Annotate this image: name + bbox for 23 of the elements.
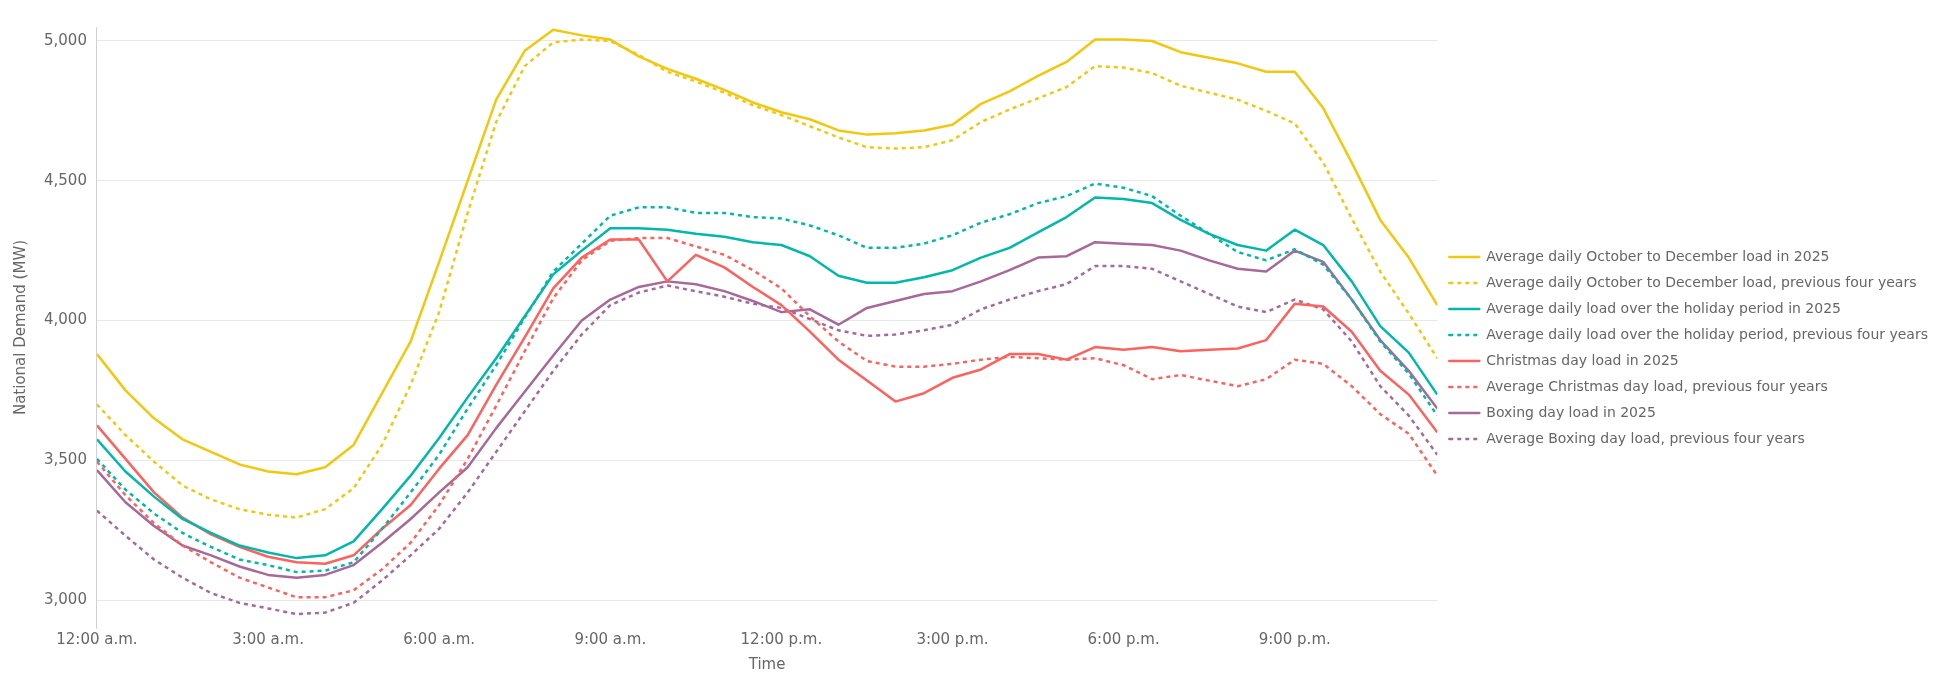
x-tick-label: 12:00 p.m. <box>740 629 823 648</box>
y-axis-title: National Demand (MW) <box>10 239 29 416</box>
y-tick-label: 3,000 <box>43 589 87 608</box>
x-axis-title: Time <box>747 654 786 673</box>
x-tick-label: 9:00 a.m. <box>574 629 647 648</box>
x-tick-label: 6:00 a.m. <box>403 629 476 648</box>
legend-label: Average Christmas day load, previous four years <box>1486 377 1828 394</box>
legend-label: Average daily October to December load in 2025 <box>1486 247 1830 264</box>
legend-label: Average daily October to December load, previous four years <box>1486 273 1917 290</box>
legend-label: Boxing day load in 2025 <box>1486 403 1656 420</box>
legend-label: Average daily load over the holiday period in 2025 <box>1486 299 1841 316</box>
y-tick-label: 4,500 <box>43 170 87 189</box>
x-tick-label: 3:00 a.m. <box>232 629 304 648</box>
legend-label: Christmas day load in 2025 <box>1486 351 1679 368</box>
y-tick-label: 5,000 <box>43 30 87 49</box>
legend-label: Average daily load over the holiday period, previous four years <box>1486 325 1929 342</box>
x-tick-label: 6:00 p.m. <box>1087 629 1160 648</box>
legend-label: Average Boxing day load, previous four years <box>1486 429 1805 446</box>
y-tick-label: 3,500 <box>43 450 87 469</box>
y-tick-label: 4,000 <box>43 310 87 329</box>
x-tick-label: 12:00 a.m. <box>56 629 138 648</box>
x-tick-label: 9:00 p.m. <box>1258 629 1331 648</box>
x-tick-label: 3:00 p.m. <box>916 629 989 648</box>
